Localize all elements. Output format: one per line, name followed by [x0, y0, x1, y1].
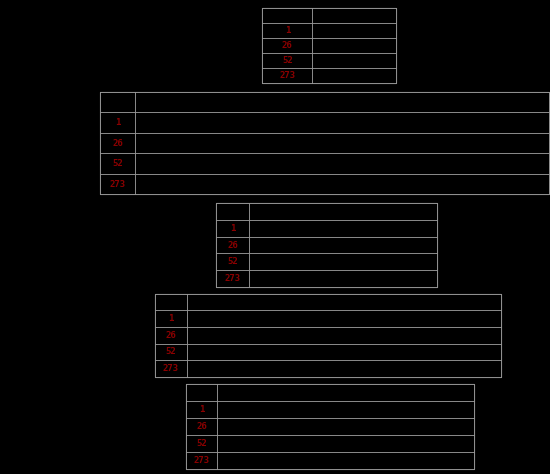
Text: 273: 273 — [279, 71, 295, 80]
Text: 26: 26 — [227, 241, 238, 249]
Bar — [216, 203, 249, 220]
Bar — [100, 92, 135, 112]
Text: 52: 52 — [227, 257, 238, 266]
Bar — [217, 384, 474, 401]
Bar — [155, 344, 187, 360]
Bar — [312, 53, 396, 68]
Text: 1: 1 — [168, 314, 174, 323]
Text: 26: 26 — [196, 422, 207, 431]
Text: 52: 52 — [196, 439, 207, 448]
Bar — [100, 92, 549, 194]
Bar — [155, 360, 187, 377]
Text: 1: 1 — [115, 118, 120, 127]
Text: 26: 26 — [112, 139, 123, 147]
Text: 26: 26 — [166, 331, 177, 340]
Bar — [262, 8, 312, 23]
Bar — [262, 53, 312, 68]
Text: 52: 52 — [112, 159, 123, 168]
Bar — [187, 327, 501, 344]
Bar — [187, 360, 501, 377]
Bar — [135, 154, 549, 174]
Text: 273: 273 — [194, 456, 210, 465]
Text: 1: 1 — [199, 405, 204, 414]
Bar — [186, 384, 217, 401]
Text: 1: 1 — [285, 26, 290, 35]
Bar — [217, 435, 474, 452]
Bar — [155, 294, 187, 310]
Bar — [100, 174, 135, 194]
Bar — [249, 237, 437, 254]
Bar — [312, 23, 396, 38]
Bar — [216, 237, 249, 254]
Text: 273: 273 — [163, 364, 179, 373]
Bar — [217, 418, 474, 435]
Bar — [312, 8, 396, 23]
Bar — [216, 220, 249, 237]
Bar — [217, 452, 474, 469]
Bar — [312, 68, 396, 83]
Bar — [249, 203, 437, 220]
Bar — [249, 270, 437, 287]
Text: 52: 52 — [166, 347, 177, 356]
Bar — [187, 344, 501, 360]
Bar — [216, 270, 249, 287]
Bar — [262, 8, 396, 83]
Bar — [187, 294, 501, 310]
Bar — [262, 23, 312, 38]
Bar — [186, 401, 217, 418]
Text: 26: 26 — [282, 41, 293, 50]
Bar — [135, 133, 549, 154]
Bar — [249, 254, 437, 270]
Bar — [100, 133, 135, 154]
Text: 273: 273 — [224, 274, 241, 283]
Bar — [100, 112, 135, 133]
Bar — [262, 68, 312, 83]
Bar — [216, 203, 437, 287]
Bar — [135, 92, 549, 112]
Bar — [135, 112, 549, 133]
Bar — [217, 401, 474, 418]
Bar — [249, 220, 437, 237]
Bar — [186, 384, 474, 469]
Bar — [186, 452, 217, 469]
Bar — [135, 174, 549, 194]
Bar — [187, 310, 501, 327]
Bar — [312, 38, 396, 53]
Bar — [262, 38, 312, 53]
Text: 1: 1 — [230, 224, 235, 233]
Bar — [186, 418, 217, 435]
Bar — [216, 254, 249, 270]
Bar — [100, 154, 135, 174]
Text: 273: 273 — [109, 180, 125, 189]
Bar — [186, 435, 217, 452]
Bar — [155, 294, 501, 377]
Bar — [155, 327, 187, 344]
Bar — [155, 310, 187, 327]
Text: 52: 52 — [282, 56, 293, 65]
